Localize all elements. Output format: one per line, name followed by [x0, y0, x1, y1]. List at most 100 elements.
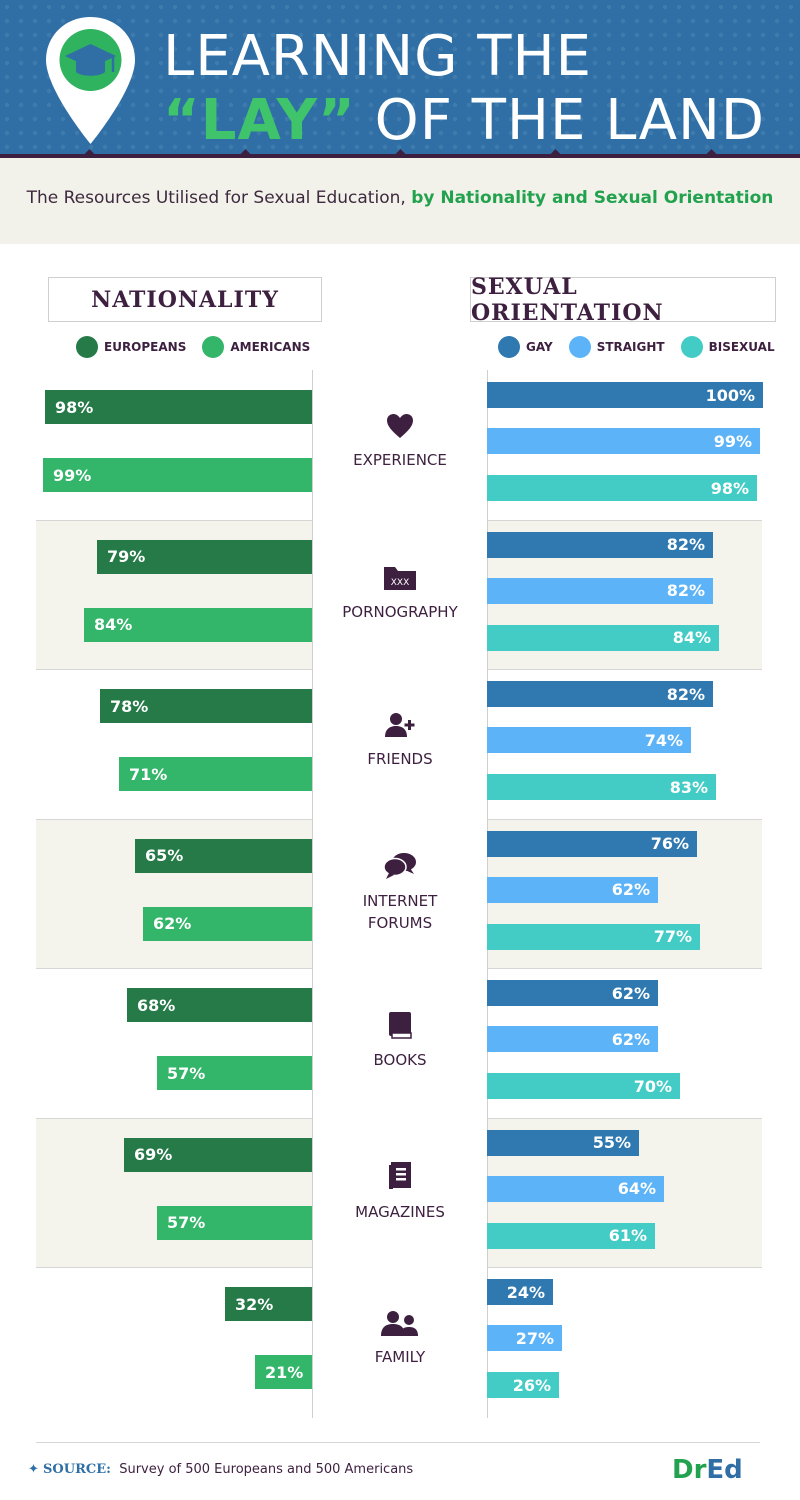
bar-europeans: 78%	[100, 689, 312, 723]
legend-label-americans: AMERICANS	[230, 340, 311, 354]
category-label: BOOKS	[330, 1011, 470, 1071]
category-label: FRIENDS	[330, 712, 470, 770]
legend-label-europeans: EUROPEANS	[104, 340, 187, 354]
bar-value-label: 55%	[592, 1133, 631, 1152]
bar-value-label: 99%	[53, 465, 92, 485]
row-divider	[487, 1117, 762, 1119]
bar-straight: 82%	[487, 577, 713, 604]
brand-part: Ed	[706, 1455, 743, 1485]
bar-value-label: 84%	[672, 628, 711, 647]
orientation-legend: GAY STRAIGHT BISEXUAL	[498, 336, 775, 358]
bar-europeans: 98%	[45, 390, 312, 424]
orientation-heading: SEXUAL ORIENTATION	[470, 274, 776, 326]
legend-label-straight: STRAIGHT	[596, 340, 665, 354]
bar-straight: 62%	[487, 876, 658, 903]
bar-value-label: 65%	[145, 846, 184, 865]
bar-americans: 57%	[157, 1205, 312, 1240]
footer-divider	[36, 1442, 760, 1443]
legend-item: GAY	[498, 336, 553, 358]
source-label: SOURCE:	[43, 1462, 111, 1477]
family-icon	[330, 1310, 470, 1340]
bar-value-label: 82%	[666, 684, 705, 704]
svg-text:XXX: XXX	[391, 578, 410, 588]
bar-americans: 99%	[43, 458, 312, 492]
brand-logo: DrEd	[672, 1455, 743, 1485]
bar-americans: 21%	[255, 1355, 312, 1389]
bar-straight: 27%	[487, 1325, 562, 1351]
bar-americans: 57%	[157, 1056, 312, 1090]
magazine-icon	[330, 1161, 470, 1195]
row-divider	[487, 669, 762, 670]
nationality-legend: EUROPEANS AMERICANS	[76, 336, 326, 358]
axis-line	[312, 370, 313, 1418]
bar-gay: 82%	[487, 681, 713, 707]
bar-value-label: 57%	[167, 1063, 206, 1083]
bar-value-label: 27%	[515, 1328, 554, 1348]
bar-value-label: 62%	[611, 983, 650, 1003]
bar-bisexual: 83%	[487, 774, 716, 800]
bar-value-label: 26%	[512, 1375, 551, 1395]
bar-gay: 24%	[487, 1279, 553, 1305]
bar-value-label: 57%	[167, 1213, 206, 1232]
row-divider	[36, 1267, 312, 1268]
brand-part: Dr	[672, 1455, 707, 1485]
source-note: ✦ SOURCE: Survey of 500 Europeans and 50…	[28, 1462, 414, 1477]
bar-americans: 84%	[84, 607, 312, 642]
bar-value-label: 76%	[650, 834, 689, 853]
category-label: EXPERIENCE	[330, 413, 470, 471]
row-divider	[487, 1267, 762, 1268]
legend-swatch-gay	[498, 336, 520, 358]
category-label-line: FORUMS	[367, 913, 433, 932]
bar-straight: 62%	[487, 1026, 658, 1052]
bar-bisexual: 77%	[487, 923, 700, 950]
row-divider	[487, 818, 762, 820]
bar-value-label: 71%	[129, 764, 168, 784]
bar-gay: 82%	[487, 531, 713, 558]
subtitle-band	[0, 158, 800, 244]
bar-bisexual: 98%	[487, 475, 757, 501]
bar-straight: 64%	[487, 1175, 664, 1202]
bar-europeans: 32%	[225, 1287, 312, 1321]
heart-icon	[330, 413, 470, 443]
book-icon	[330, 1011, 470, 1043]
subtitle-plain: The Resources Utilised for Sexual Educat…	[26, 188, 412, 208]
bar-bisexual: 70%	[487, 1073, 680, 1099]
bar-europeans: 79%	[97, 539, 312, 574]
legend-label-gay: GAY	[526, 340, 553, 354]
row-divider	[36, 1117, 312, 1119]
add-friend-icon	[330, 712, 470, 742]
category-label-line: BOOKS	[373, 1051, 427, 1069]
bar-value-label: 70%	[633, 1076, 672, 1096]
legend-swatch-americans	[202, 336, 225, 358]
bar-value-label: 24%	[506, 1282, 545, 1302]
row-divider	[487, 968, 762, 969]
row-divider	[36, 669, 312, 670]
bar-value-label: 99%	[713, 431, 752, 451]
row-divider	[36, 519, 312, 521]
category-label-line: PORNOGRAPHY	[342, 602, 458, 621]
bar-value-label: 98%	[710, 478, 749, 498]
legend-item: EUROPEANS	[76, 336, 186, 358]
bar-value-label: 83%	[669, 777, 708, 797]
category-label: XXX PORNOGRAPHY	[330, 563, 470, 623]
bar-americans: 71%	[119, 757, 312, 791]
category-label-line: EXPERIENCE	[353, 451, 447, 469]
bar-europeans: 69%	[124, 1137, 312, 1172]
subtitle: The Resources Utilised for Sexual Educat…	[0, 188, 800, 208]
legend-item: STRAIGHT	[568, 336, 665, 358]
bar-straight: 74%	[487, 727, 691, 753]
bar-value-label: 62%	[153, 914, 192, 933]
bar-value-label: 100%	[705, 385, 755, 405]
page-title-line2: “LAY” OF THE LAND	[163, 88, 765, 153]
bar-value-label: 77%	[653, 927, 692, 946]
bar-bisexual: 84%	[487, 624, 719, 651]
category-label-line: FAMILY	[374, 1348, 426, 1366]
bar-value-label: 82%	[666, 581, 705, 600]
title-accent: “LAY”	[163, 88, 356, 153]
bar-europeans: 65%	[135, 838, 312, 873]
bar-value-label: 64%	[617, 1179, 656, 1198]
header-banner	[0, 0, 800, 157]
bar-value-label: 82%	[666, 535, 705, 554]
bar-value-label: 69%	[134, 1145, 173, 1164]
category-label-line: MAGAZINES	[355, 1202, 445, 1221]
